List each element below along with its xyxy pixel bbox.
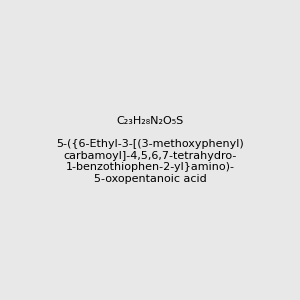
Text: C₂₃H₂₈N₂O₅S

5-({6-Ethyl-3-[(3-methoxyphenyl)
carbamoyl]-4,5,6,7-tetrahydro-
1-b: C₂₃H₂₈N₂O₅S 5-({6-Ethyl-3-[(3-methoxyphe… <box>56 116 244 184</box>
